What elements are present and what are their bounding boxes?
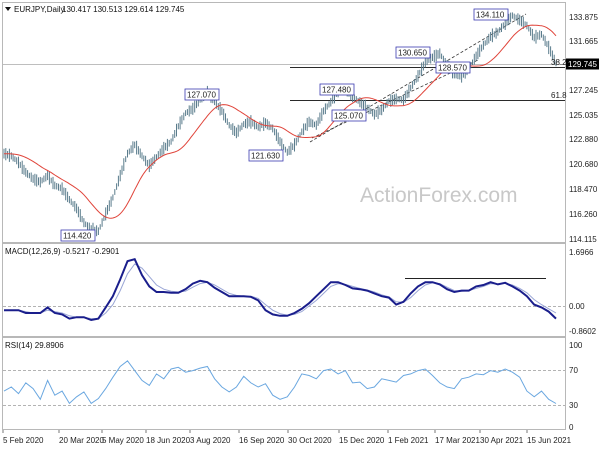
svg-text:134.110: 134.110 xyxy=(476,11,505,20)
svg-text:127.480: 127.480 xyxy=(322,86,351,95)
x-tick-label: 16 Sep 2020 xyxy=(239,436,285,445)
y-tick: 122.880 xyxy=(569,135,598,144)
macd-line xyxy=(4,258,557,322)
price-label-114-420: 114.420 xyxy=(60,229,96,242)
price-y-axis: 133.875 131.665 127.245 125.035 122.880 … xyxy=(569,13,598,244)
svg-text:125.070: 125.070 xyxy=(334,112,363,121)
price-label-134-110: 134.110 xyxy=(473,8,509,21)
y-tick: -0.8602 xyxy=(569,327,597,336)
macd-panel-frame xyxy=(2,243,566,337)
rsi-header: RSI(14) 29.8906 xyxy=(5,341,64,350)
y-tick: 116.260 xyxy=(569,210,598,219)
x-tick-label: 30 Apr 2021 xyxy=(480,436,524,445)
x-tick-label: 15 Jun 2021 xyxy=(527,436,572,445)
y-tick: 131.665 xyxy=(569,37,598,46)
y-tick: 125.035 xyxy=(569,111,598,120)
price-label-121-630: 121.630 xyxy=(248,149,284,162)
x-tick-label: 1 Feb 2021 xyxy=(388,436,429,445)
x-tick-label: 20 Mar 2020 xyxy=(59,436,104,445)
svg-text:127.070: 127.070 xyxy=(187,91,216,100)
price-label-128-570: 128.570 xyxy=(435,61,471,74)
price-panel-header: EURJPY,Daily 130.417 130.513 129.614 129… xyxy=(5,5,185,14)
x-tick-label: 18 Jun 2020 xyxy=(146,436,191,445)
price-label-130-650: 130.650 xyxy=(395,46,431,59)
x-tick-label: 15 Dec 2020 xyxy=(339,436,385,445)
y-tick: 70 xyxy=(569,366,578,375)
watermark: ActionForex.com xyxy=(360,184,518,207)
x-tick-label: 17 Mar 2021 xyxy=(435,436,480,445)
price-panel-frame xyxy=(2,2,566,243)
svg-text:121.630: 121.630 xyxy=(251,152,280,161)
x-tick-label: 30 Oct 2020 xyxy=(288,436,332,445)
y-tick: 114.115 xyxy=(569,235,597,244)
price-label-125-070: 125.070 xyxy=(331,109,367,122)
fib-38-2-label: 38.2 xyxy=(551,58,567,67)
svg-text:129.745: 129.745 xyxy=(568,60,597,69)
x-tick-label: 3 Aug 2020 xyxy=(190,436,231,445)
ohlc-values: 130.417 130.513 129.614 129.745 xyxy=(62,5,185,14)
y-tick: 0.00 xyxy=(569,302,585,311)
y-tick: 100 xyxy=(569,341,583,350)
x-tick-label: 5 Feb 2020 xyxy=(3,436,44,445)
svg-text:128.570: 128.570 xyxy=(438,64,467,73)
rsi-panel-frame xyxy=(2,337,566,430)
macd-y-axis: 1.6966 0.00 -0.8602 xyxy=(569,248,597,336)
rsi-y-axis: 100 70 30 0 xyxy=(569,341,583,432)
y-tick: 1.6966 xyxy=(569,248,594,257)
rsi-line xyxy=(3,360,557,405)
symbol-label: EURJPY,Daily xyxy=(14,5,65,14)
price-label-127-070: 127.070 xyxy=(184,88,220,101)
svg-text:114.420: 114.420 xyxy=(63,232,92,241)
y-tick: 0 xyxy=(569,423,574,432)
svg-text:130.650: 130.650 xyxy=(398,49,427,58)
y-tick: 30 xyxy=(569,401,578,410)
y-tick: 120.680 xyxy=(569,160,598,169)
y-tick: 118.470 xyxy=(569,185,598,194)
current-price-tag: 129.745 xyxy=(566,58,599,70)
macd-header: MACD(12,26,9) -0.5217 -0.2901 xyxy=(5,247,120,256)
price-label-127-480: 127.480 xyxy=(319,83,355,96)
x-tick-label: 5 May 2020 xyxy=(102,436,144,445)
y-tick: 127.245 xyxy=(569,86,598,95)
y-tick: 133.875 xyxy=(569,13,598,22)
fib-61-8-label: 61.8 xyxy=(551,91,567,100)
